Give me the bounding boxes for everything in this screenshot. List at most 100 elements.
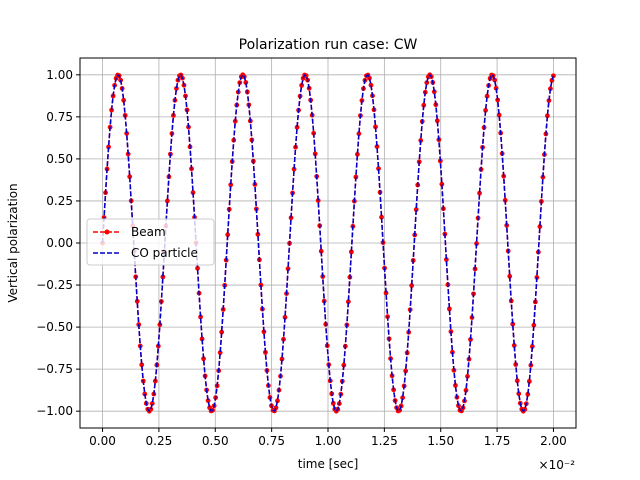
y-tick-label: −0.25 [36, 278, 73, 292]
series-layer [100, 72, 556, 414]
y-tick-label: 1.00 [46, 68, 73, 82]
beam-data-point [409, 283, 415, 288]
chart-title: Polarization run case: CW [239, 37, 418, 53]
beam-data-point [164, 198, 170, 204]
beam-data-point [174, 86, 179, 91]
beam-data-point [413, 207, 419, 212]
x-tick-label: 2.00 [540, 434, 567, 448]
x-tick-label: 1.75 [484, 434, 511, 448]
beam-data-point [121, 97, 127, 103]
beam-data-point [376, 166, 381, 171]
beam-data-point [315, 198, 321, 203]
beam-data-point [190, 190, 196, 195]
beam-data-point [443, 257, 449, 262]
beam-data-point [367, 75, 372, 81]
beam-data-point [477, 190, 482, 196]
beam-data-point [434, 118, 440, 124]
x-tick-label: 1.25 [371, 434, 398, 448]
beam-data-point [383, 290, 389, 296]
beam-data-point [205, 398, 211, 404]
beam-data-point [134, 298, 140, 304]
beam-data-point [510, 321, 516, 327]
beam-data-point [149, 401, 155, 406]
y-axis-label: Vertical polarization [6, 183, 20, 302]
beam-data-point [201, 356, 206, 362]
beam-data-point [507, 273, 513, 279]
x-tick-label: 1.00 [315, 434, 342, 448]
beam-data-point [514, 378, 520, 384]
y-tick-label: −0.50 [36, 320, 73, 334]
beam-data-point [291, 166, 297, 172]
beam-data-point [531, 322, 537, 328]
beam-data-point [243, 80, 249, 85]
beam-data-point [355, 151, 360, 157]
beam-data-point [330, 400, 336, 406]
beam-data-point [368, 82, 374, 88]
beam-data-point [424, 80, 430, 86]
y-tick-label: −1.00 [36, 404, 73, 418]
beam-data-point [199, 336, 205, 342]
beam-data-point [529, 344, 535, 349]
legend-beam-label: Beam [131, 225, 166, 239]
beam-data-point [255, 231, 261, 237]
beam-data-point [511, 343, 517, 348]
beam-data-point [374, 144, 380, 150]
beam-data-point [453, 383, 458, 388]
beam-data-point [294, 124, 300, 130]
x-tick-label: 1.50 [427, 434, 454, 448]
beam-data-point [537, 224, 543, 230]
beam-data-point [456, 403, 461, 409]
beam-data-point [525, 391, 531, 397]
x-tick-label: 0.25 [146, 434, 173, 448]
y-tick-label: 0.50 [46, 152, 73, 166]
beam-data-point [373, 124, 378, 130]
beam-data-point [447, 306, 452, 312]
x-tick-label: 0.50 [202, 434, 229, 448]
beam-data-point [127, 174, 133, 180]
beam-data-point [356, 131, 362, 137]
beam-data-point [400, 395, 406, 401]
beam-data-point [439, 181, 445, 187]
beam-data-point [526, 378, 532, 384]
beam-data-point [496, 112, 502, 118]
beam-data-point [282, 314, 288, 320]
y-tick-label: −0.75 [36, 362, 73, 376]
beam-data-point [198, 314, 203, 320]
beam-data-point [379, 214, 384, 220]
beam-data-point [474, 241, 479, 246]
beam-data-point [299, 82, 305, 88]
beam-data-point [345, 299, 351, 305]
beam-data-point [139, 362, 145, 368]
beam-data-point [195, 265, 200, 271]
beam-data-point [421, 102, 427, 108]
x-tick-label: 0.00 [89, 434, 116, 448]
beam-data-point [549, 77, 555, 83]
y-tick-label: 0.75 [46, 110, 73, 124]
beam-data-point [545, 113, 550, 119]
beam-data-point [483, 107, 488, 113]
beam-data-point [468, 337, 473, 342]
beam-data-point [516, 391, 522, 397]
beam-data-point [348, 249, 354, 255]
beam-data-point [546, 98, 552, 104]
axis-ticks: 0.00 0.25 0.50 0.75 1.00 1.25 1.50 1.75 2.00 1.00… [36, 68, 567, 448]
legend: Beam CO particle [86, 218, 215, 266]
beam-data-point [217, 350, 223, 356]
beam-data-point [318, 248, 324, 254]
beam-data-point [106, 144, 111, 150]
beam-data-point [285, 266, 291, 272]
beam-data-point [160, 274, 166, 280]
legend-co-particle-label: CO particle [131, 246, 198, 260]
y-tick-label: 0.00 [46, 236, 73, 250]
beam-data-point [275, 398, 280, 404]
beam-data-point [279, 356, 285, 362]
x-axis-scale-note: ×10⁻² [539, 458, 576, 472]
beam-data-point [219, 329, 225, 335]
beam-data-point [228, 182, 234, 188]
legend-beam-marker [104, 229, 110, 235]
y-tick-label: 0.25 [46, 194, 73, 208]
x-tick-label: 0.75 [258, 434, 285, 448]
beam-data-point [431, 89, 437, 95]
beam-data-point [225, 232, 231, 238]
